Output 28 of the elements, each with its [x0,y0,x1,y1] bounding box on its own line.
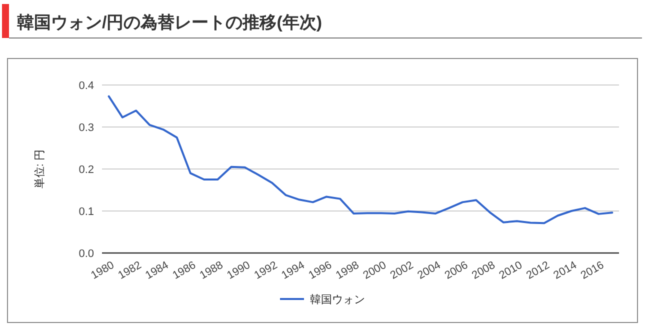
y-tick-label: 0.3 [78,122,94,134]
x-tick-label: 2008 [470,259,498,282]
x-tick-label: 1986 [170,259,198,282]
y-tick-label: 0.2 [78,164,94,176]
x-tick-label: 2000 [361,259,388,282]
x-tick-label: 1994 [280,259,307,282]
y-axis-title: 単位: 円 [34,149,46,189]
x-tick-label: 2004 [416,259,443,282]
x-tick-label: 2012 [524,259,552,282]
x-tick-label: 1984 [144,259,171,282]
x-tick-label: 2006 [442,259,470,282]
x-tick-label: 2014 [552,259,579,282]
line-series [108,95,614,224]
x-tick-label: 1992 [252,259,280,282]
y-tick-label: 0.0 [78,248,94,260]
x-tick-label: 1990 [225,259,252,282]
x-tick-label: 2010 [497,259,524,282]
x-tick-label: 1980 [89,259,116,282]
x-tick-label: 2002 [388,259,416,282]
y-tick-label: 0.4 [78,80,94,92]
chart-title: 韓国ウォン/円の為替レートの推移(年次) [17,13,322,32]
y-tick-label: 0.1 [78,206,94,218]
legend-label: 韓国ウォン [310,293,365,306]
x-tick-label: 1996 [306,259,334,282]
x-tick-label: 2016 [578,259,606,282]
x-tick-label: 1998 [334,259,362,282]
x-tick-label: 1982 [116,259,144,282]
x-tick-label: 1988 [198,259,226,282]
